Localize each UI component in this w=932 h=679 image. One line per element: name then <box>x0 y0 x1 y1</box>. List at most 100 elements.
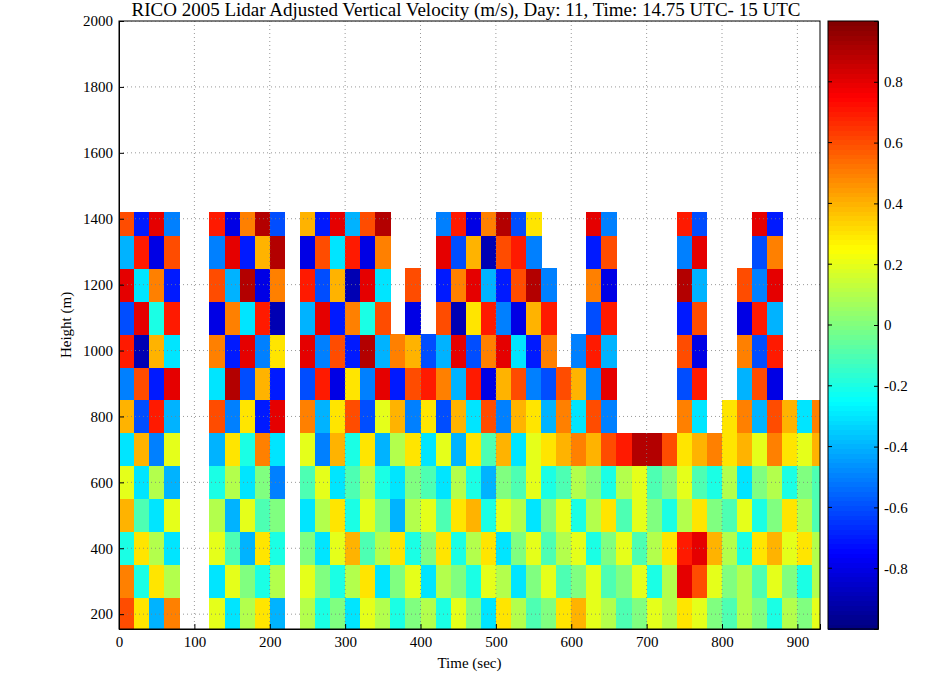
colorbar-swatch <box>828 145 878 150</box>
heatmap-cell <box>556 367 572 400</box>
heatmap-cell <box>662 532 678 565</box>
colorbar-swatch <box>828 311 878 316</box>
tick: -0.6 <box>874 500 908 516</box>
axis-line <box>120 624 821 630</box>
heatmap-cell <box>812 598 820 629</box>
tick: 1400 <box>83 211 124 227</box>
tick-label: -0.2 <box>884 378 908 394</box>
heatmap-cell <box>692 367 708 400</box>
grid-line-x <box>722 21 723 629</box>
heatmap-cell <box>225 367 241 400</box>
colorbar-swatch <box>828 111 878 116</box>
heatmap-cell <box>511 268 527 301</box>
colorbar-swatch <box>828 221 878 226</box>
colorbar-swatch <box>828 463 878 468</box>
heatmap-cell <box>586 565 602 598</box>
heatmap-cell <box>390 565 406 598</box>
colorbar-swatch <box>828 430 878 435</box>
colorbar-swatch <box>828 244 878 249</box>
heatmap-cell <box>119 400 135 433</box>
heatmap-cell <box>149 301 165 334</box>
heatmap-cell <box>662 433 678 466</box>
colorbar-swatch <box>828 539 878 544</box>
heatmap-cell <box>209 598 225 629</box>
heatmap-cell <box>586 598 602 629</box>
heatmap-cell <box>119 499 135 532</box>
tick-label: 1400 <box>83 211 113 227</box>
tick: 1800 <box>83 79 124 95</box>
tick-label: 0.4 <box>884 196 903 212</box>
colorbar-swatch <box>828 154 878 159</box>
heatmap-cell <box>255 433 271 466</box>
heatmap-cell <box>737 433 753 466</box>
heatmap-cell <box>375 598 391 629</box>
tick: 1200 <box>83 277 124 293</box>
colorbar-swatch <box>828 387 878 392</box>
heatmap-cell <box>601 301 617 334</box>
tick: -0.2 <box>874 378 908 394</box>
heatmap-cell <box>345 499 361 532</box>
colorbar-swatch <box>828 97 878 102</box>
tick-label: 0 <box>884 317 892 333</box>
heatmap-cell <box>601 212 617 236</box>
heatmap-cell <box>632 598 648 629</box>
heatmap-cell <box>571 499 587 532</box>
heatmap-cell <box>511 212 527 236</box>
heatmap-cell <box>601 598 617 629</box>
heatmap-cell <box>466 400 482 433</box>
heatmap-cell <box>225 301 241 334</box>
tick: 2000 <box>83 13 124 29</box>
colorbar-swatch <box>828 69 878 74</box>
colorbar-swatch <box>828 620 878 625</box>
colorbar-swatch <box>828 482 878 487</box>
x-axis: 0100200300400500600700800900 <box>116 624 821 650</box>
heatmap-cell <box>812 400 820 433</box>
tick-mark <box>119 153 124 154</box>
tick: 800 <box>711 624 734 650</box>
heatmap-cell <box>481 565 497 598</box>
tick-mark <box>119 548 124 549</box>
colorbar-swatch <box>828 40 878 45</box>
heatmap-cell <box>330 235 346 268</box>
heatmap-cell <box>300 367 316 400</box>
heatmap-cell <box>315 212 331 236</box>
heatmap-cell <box>149 433 165 466</box>
tick-mark <box>119 285 124 286</box>
tick: 700 <box>636 624 659 650</box>
heatmap-cell <box>270 433 286 466</box>
heatmap-cell <box>421 532 437 565</box>
heatmap-cell <box>812 565 820 598</box>
tick-mark <box>828 81 832 82</box>
colorbar-swatch <box>828 453 878 458</box>
colorbar-swatch <box>828 254 878 259</box>
heatmap-cell <box>225 433 241 466</box>
colorbar-swatch <box>828 487 878 492</box>
heatmap-cell <box>466 466 482 499</box>
tick: 0.6 <box>874 135 903 151</box>
colorbar-swatch <box>828 107 878 112</box>
colorbar-swatch <box>828 335 878 340</box>
colorbar <box>828 21 878 630</box>
grid-line-x <box>420 21 421 629</box>
tick: 900 <box>787 624 810 650</box>
colorbar-swatch <box>828 263 878 268</box>
heatmap-cell <box>315 301 331 334</box>
heatmap-cell <box>647 499 663 532</box>
heatmap-cell <box>707 598 723 629</box>
heatmap-cell <box>526 301 542 334</box>
heatmap-cell <box>526 433 542 466</box>
colorbar-swatch <box>828 415 878 420</box>
colorbar-left-ticks <box>828 82 832 568</box>
colorbar-swatch <box>828 50 878 55</box>
heatmap-cell <box>707 532 723 565</box>
tick-mark <box>194 624 195 629</box>
heatmap-cell <box>300 499 316 532</box>
colorbar-swatch <box>828 439 878 444</box>
colorbar-swatch <box>828 26 878 31</box>
heatmap-cell <box>722 598 738 629</box>
tick-mark <box>722 624 723 629</box>
tick-label: 1000 <box>83 343 113 359</box>
heatmap-cell <box>164 532 180 565</box>
heatmap-cell <box>209 301 225 334</box>
heatmap-cell <box>360 565 376 598</box>
